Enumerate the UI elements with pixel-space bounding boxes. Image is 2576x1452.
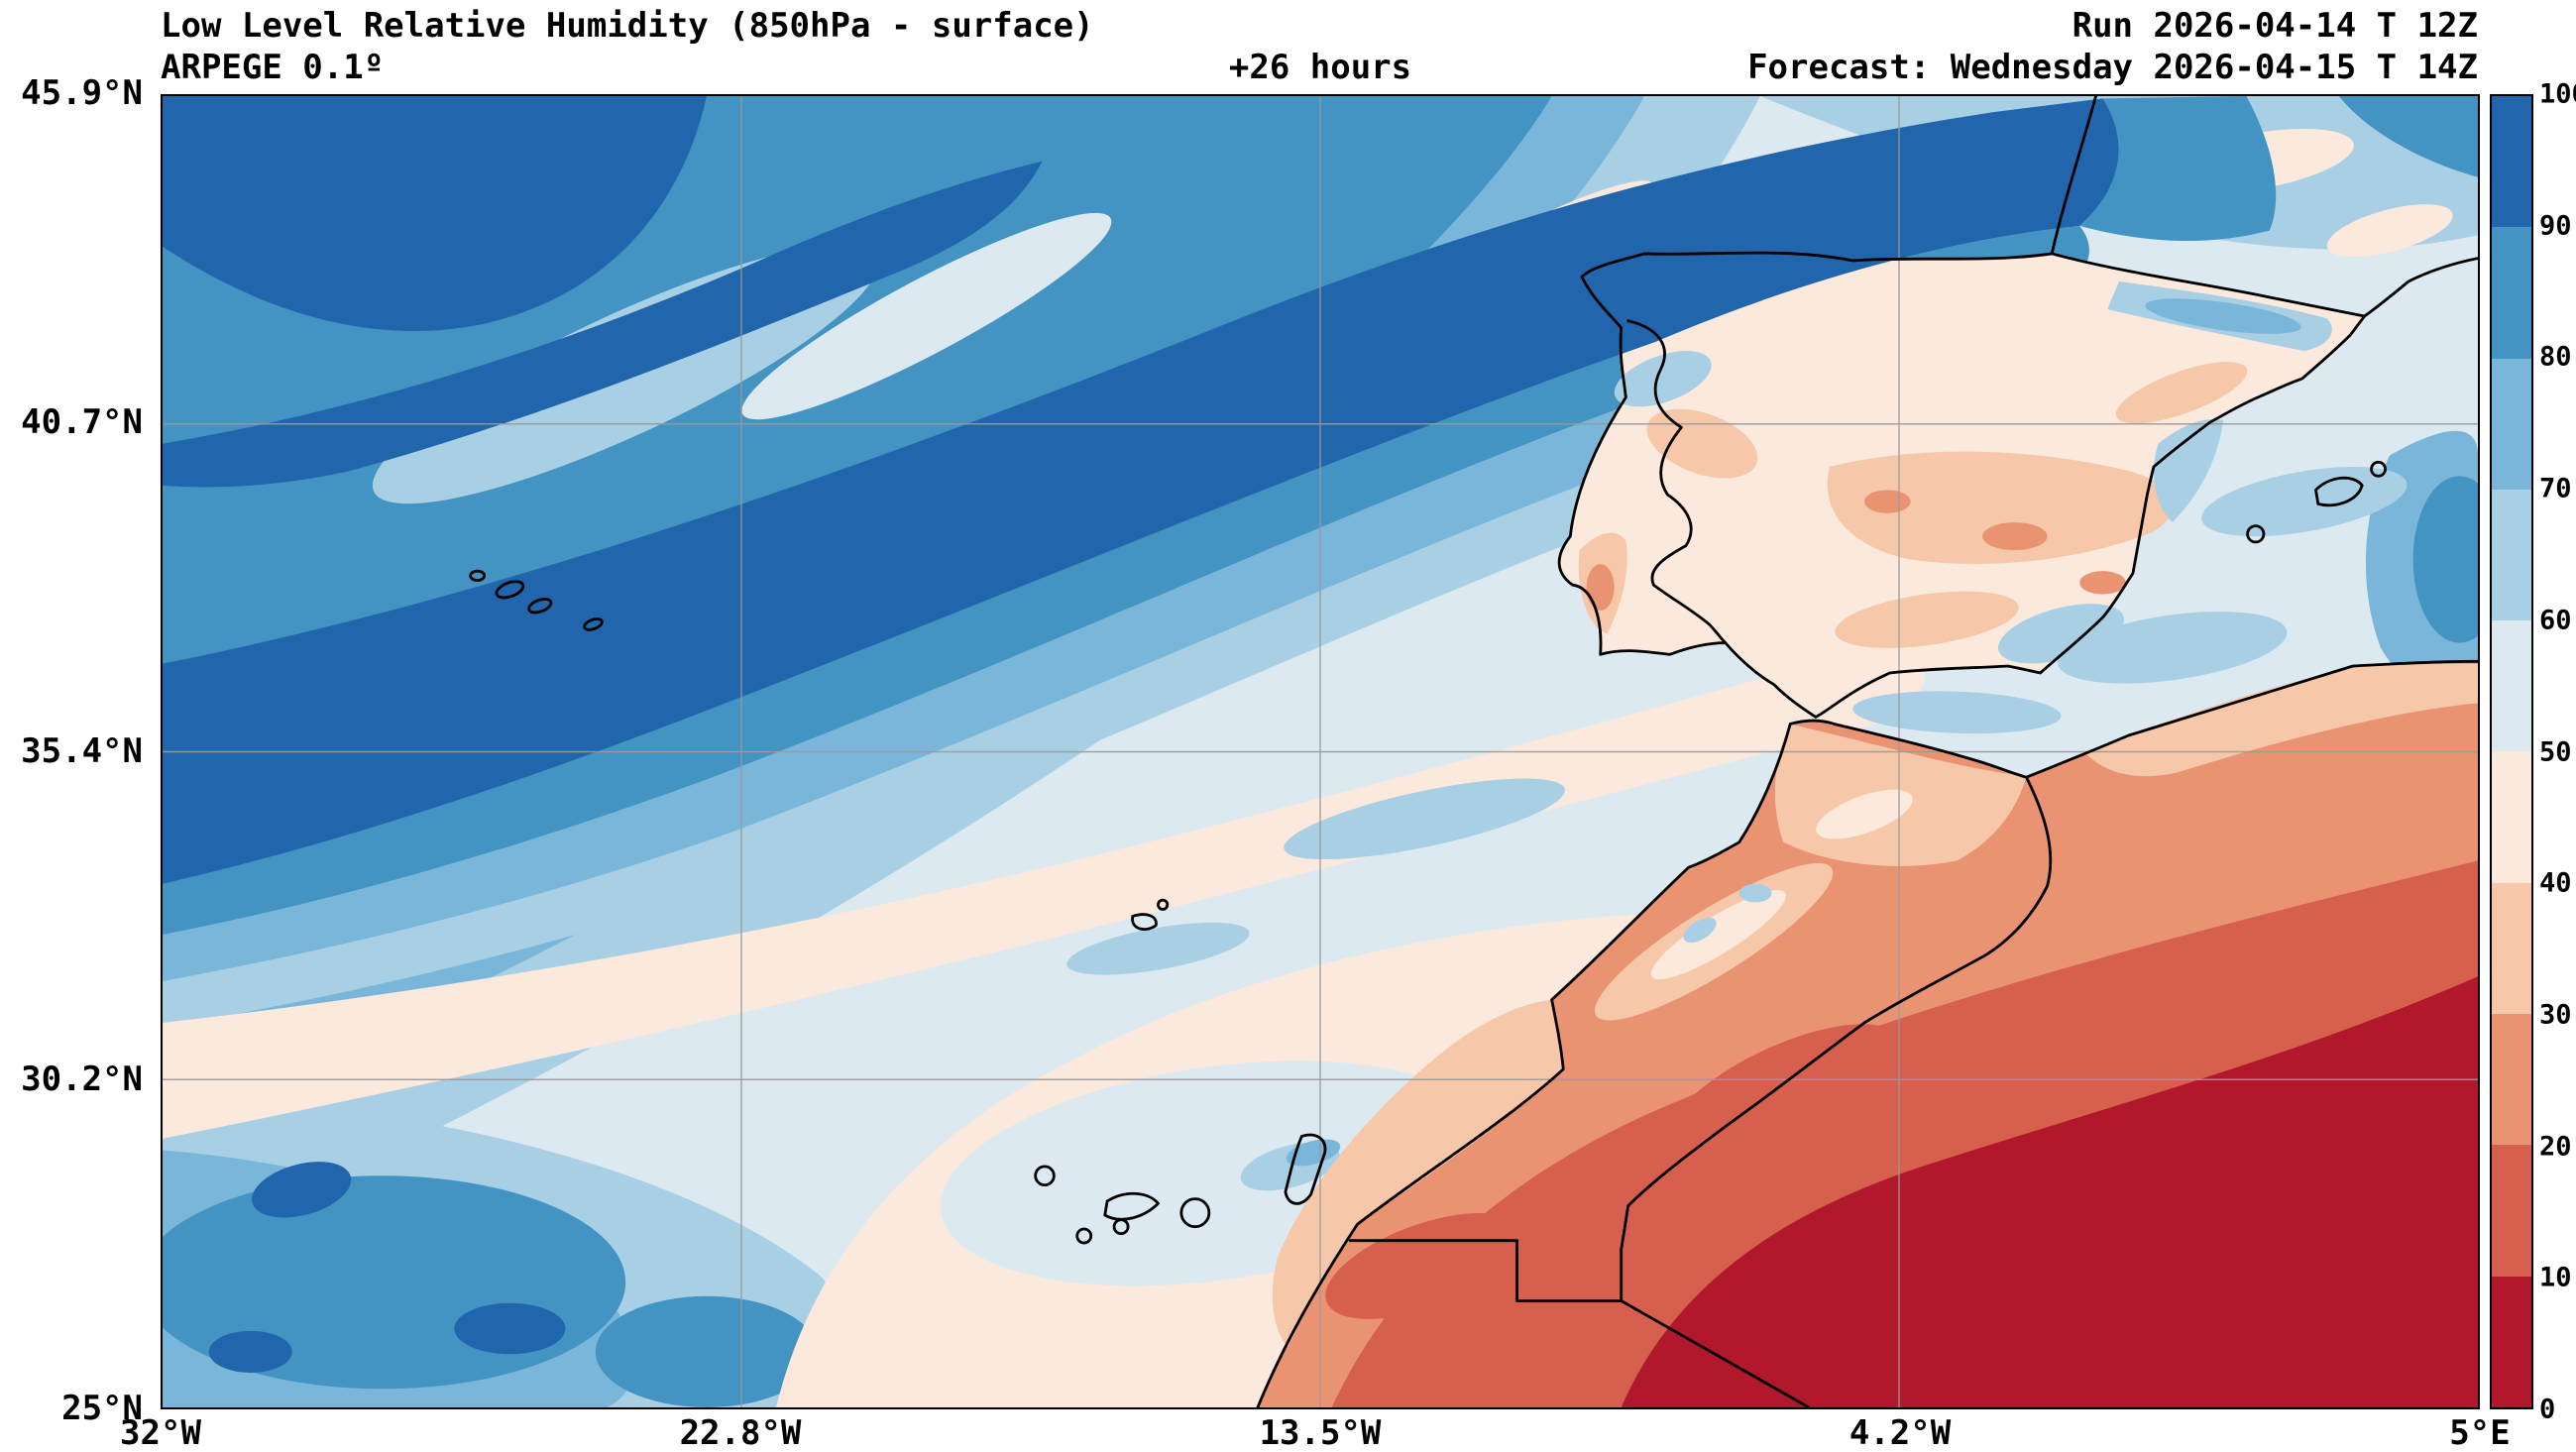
lat-tick-label: 30.2°N [21, 1060, 143, 1100]
lat-tick-label: 35.4°N [21, 730, 143, 771]
contour-field [163, 96, 2478, 1407]
colorbar-tick-label: 10 [2539, 1262, 2572, 1293]
chart-title: Low Level Relative Humidity (850hPa - su… [161, 6, 1094, 46]
model-label: ARPEGE 0.1º [161, 48, 385, 87]
colorbar-band [2492, 227, 2531, 359]
morocco-algeria-border [1620, 775, 2053, 1252]
lon-tick-label: 22.8°W [679, 1413, 802, 1452]
colorbar-tick-label: 80 [2539, 341, 2572, 373]
colorbar-band [2492, 1276, 2531, 1407]
coastlines [469, 96, 2478, 1407]
africa-mediterranean-coastline [1788, 659, 2478, 779]
colorbar-tick-label: 60 [2539, 605, 2572, 636]
azores-islands [469, 569, 604, 631]
lon-tick-label: 13.5°W [1259, 1413, 1382, 1452]
colorbar-band [2492, 1014, 2531, 1146]
colorbar-tick-label: 40 [2539, 867, 2572, 899]
colorbar-band [2492, 751, 2531, 883]
lead-time-label: +26 hours [1228, 48, 1412, 87]
lon-tick-label: 4.2°W [1848, 1413, 1952, 1452]
map-plot [161, 94, 2480, 1409]
colorbar-band [2492, 96, 2531, 228]
africa-atlantic-coastline [1256, 723, 1792, 1407]
colorbar-tick-label: 100 [2539, 78, 2576, 110]
forecast-label: Forecast: Wednesday 2026-04-15 T 14Z [1747, 48, 2478, 87]
colorbar-tick-label: 0 [2539, 1394, 2556, 1425]
canary-islands [1034, 1133, 1327, 1245]
lat-tick-label: 25°N [61, 1389, 143, 1429]
portugal-spain-border [1626, 319, 1728, 645]
colorbar-tick-label: 30 [2539, 999, 2572, 1031]
gridlines [163, 96, 2478, 1407]
lon-tick-label: 32°W [120, 1413, 201, 1452]
colorbar-labels: 1009080706050403020100 [2539, 79, 2576, 1425]
run-label: Run 2026-04-14 T 12Z [2072, 6, 2478, 46]
latitude-axis: 45.9°N 40.7°N 35.4°N 30.2°N 25°N [0, 73, 151, 1428]
longitude-axis: 32°W 22.8°W 13.5°W 4.2°W 5°E [120, 1413, 2511, 1452]
colorbar-band [2492, 358, 2531, 490]
colorbar-tick-label: 20 [2539, 1131, 2572, 1163]
saharan-borders [1348, 1239, 1811, 1407]
colorbar-band [2492, 882, 2531, 1015]
colorbar-tick-label: 50 [2539, 736, 2572, 767]
balearic-islands [2246, 460, 2387, 544]
humidity-contour-map [163, 96, 2478, 1407]
iberia-france-coastline [1557, 96, 2478, 719]
colorbar-band [2492, 1145, 2531, 1277]
lat-tick-label: 40.7°N [21, 401, 143, 442]
madeira-islands [1131, 898, 1170, 932]
colorbar [2490, 94, 2533, 1409]
colorbar-tick-label: 90 [2539, 210, 2572, 242]
colorbar-tick-label: 70 [2539, 473, 2572, 504]
lon-tick-label: 5°E [2449, 1413, 2511, 1452]
colorbar-band [2492, 620, 2531, 752]
lat-tick-label: 45.9°N [21, 73, 143, 114]
pyrenees-border [2050, 252, 2366, 318]
colorbar-band [2492, 489, 2531, 621]
